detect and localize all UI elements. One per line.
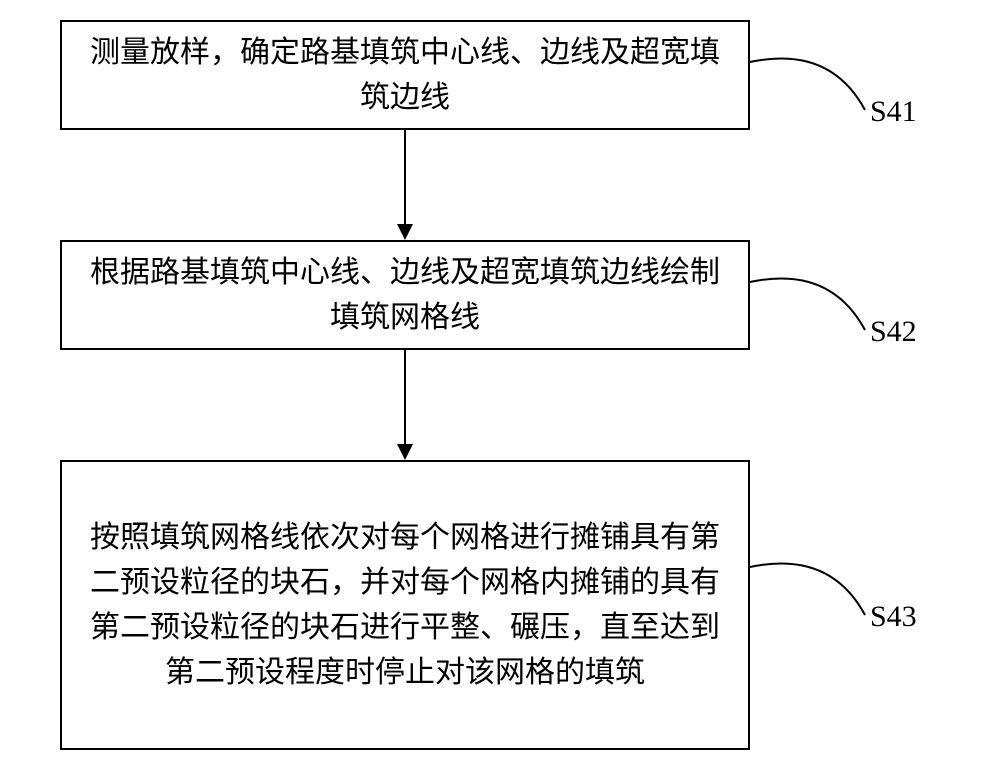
node-text: 按照填筑网格线依次对每个网格进行摊铺具有第二预设粒径的块石，并对每个网格内摊铺的… <box>82 515 728 695</box>
flowchart-node-s43: 按照填筑网格线依次对每个网格进行摊铺具有第二预设粒径的块石，并对每个网格内摊铺的… <box>60 460 750 750</box>
node-label-s43: S43 <box>870 600 917 634</box>
edge-s42-s43 <box>404 350 406 444</box>
arrow-head <box>397 224 413 240</box>
edge-s41-s42 <box>404 130 406 224</box>
node-label-s41: S41 <box>870 95 917 129</box>
node-label-s42: S42 <box>870 315 917 349</box>
node-text: 测量放样，确定路基填筑中心线、边线及超宽填筑边线 <box>82 30 728 120</box>
flowchart-node-s41: 测量放样，确定路基填筑中心线、边线及超宽填筑边线 <box>60 20 750 130</box>
flowchart-container: 测量放样，确定路基填筑中心线、边线及超宽填筑边线 S41 根据路基填筑中心线、边… <box>0 0 1000 783</box>
flowchart-node-s42: 根据路基填筑中心线、边线及超宽填筑边线绘制填筑网格线 <box>60 240 750 350</box>
arrow-head <box>397 444 413 460</box>
node-text: 根据路基填筑中心线、边线及超宽填筑边线绘制填筑网格线 <box>82 250 728 340</box>
